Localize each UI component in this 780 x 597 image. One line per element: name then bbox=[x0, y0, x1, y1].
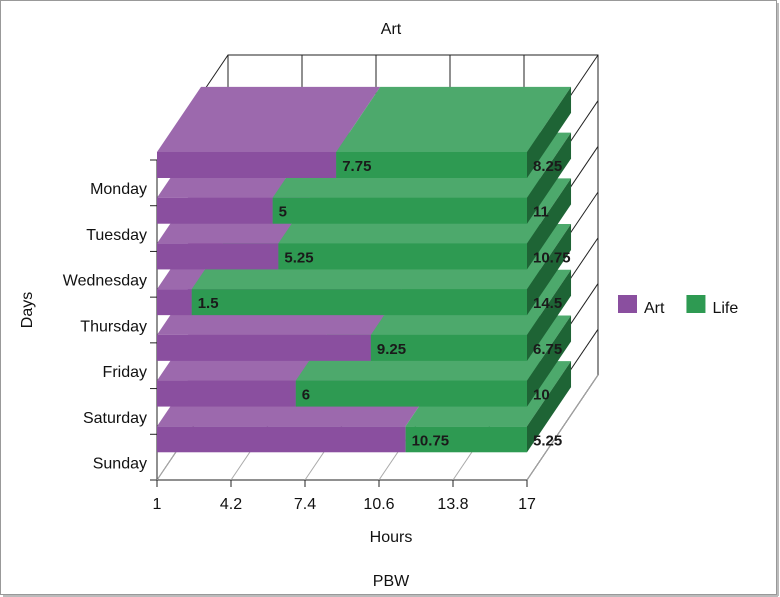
x-tick-label: 17 bbox=[518, 496, 536, 513]
bar bbox=[157, 289, 192, 316]
y-axis-label: Days bbox=[19, 292, 36, 328]
bar-side bbox=[527, 224, 572, 316]
bar bbox=[157, 334, 371, 361]
bar-side bbox=[527, 178, 572, 270]
bar bbox=[191, 289, 527, 316]
x-tick-label: 7.4 bbox=[294, 496, 316, 513]
value-label: 10.75 bbox=[533, 249, 571, 266]
bar bbox=[336, 152, 527, 178]
bar-side bbox=[527, 361, 572, 453]
caption: PBW bbox=[373, 573, 410, 590]
value-label: 10.75 bbox=[412, 432, 450, 449]
bar-side bbox=[527, 315, 572, 407]
bar-side bbox=[527, 269, 572, 361]
value-label: 5 bbox=[279, 204, 287, 221]
value-label: 8.25 bbox=[533, 158, 562, 175]
x-tick-label: 1 bbox=[153, 496, 162, 513]
value-label: 7.75 bbox=[342, 158, 371, 175]
bar bbox=[278, 243, 527, 270]
bar bbox=[405, 426, 527, 453]
y-tick-label: Wednesday bbox=[63, 273, 147, 290]
bar bbox=[370, 334, 527, 361]
y-tick-label: Monday bbox=[90, 181, 147, 198]
bar bbox=[157, 426, 406, 453]
legend-swatch bbox=[686, 295, 706, 313]
legend-swatch bbox=[618, 295, 637, 313]
bar bbox=[157, 197, 273, 224]
chart-title: Art bbox=[381, 21, 402, 38]
y-tick-label: Sunday bbox=[93, 456, 147, 473]
value-label: 1.5 bbox=[198, 295, 219, 312]
value-label: 6.75 bbox=[533, 341, 562, 358]
bar-side bbox=[527, 132, 572, 224]
y-tick-label: Saturday bbox=[83, 410, 147, 427]
bar-top bbox=[157, 86, 381, 152]
value-label: 14.5 bbox=[533, 295, 562, 312]
x-tick-label: 10.6 bbox=[363, 496, 394, 513]
legend-label: Life bbox=[712, 300, 738, 317]
bar bbox=[157, 152, 337, 178]
value-label: 6 bbox=[302, 387, 310, 404]
bar bbox=[272, 197, 527, 224]
x-axis-label: Hours bbox=[370, 529, 413, 546]
bar bbox=[295, 380, 527, 407]
x-tick-label: 4.2 bbox=[220, 496, 242, 513]
bar-top bbox=[336, 86, 572, 152]
value-label: 10 bbox=[533, 387, 550, 404]
y-tick-label: Friday bbox=[103, 364, 147, 381]
value-label: 11 bbox=[533, 204, 549, 221]
grid-line bbox=[526, 374, 599, 481]
x-tick-label: 13.8 bbox=[437, 496, 468, 513]
legend-label: Art bbox=[644, 300, 665, 317]
value-label: 5.25 bbox=[533, 432, 562, 449]
bar-side bbox=[527, 86, 572, 178]
bar bbox=[157, 380, 296, 407]
y-tick-label: Thursday bbox=[80, 318, 147, 335]
value-label: 5.25 bbox=[284, 249, 313, 266]
value-label: 9.25 bbox=[377, 341, 406, 358]
y-tick-label: Tuesday bbox=[86, 227, 147, 244]
bar bbox=[157, 243, 279, 270]
